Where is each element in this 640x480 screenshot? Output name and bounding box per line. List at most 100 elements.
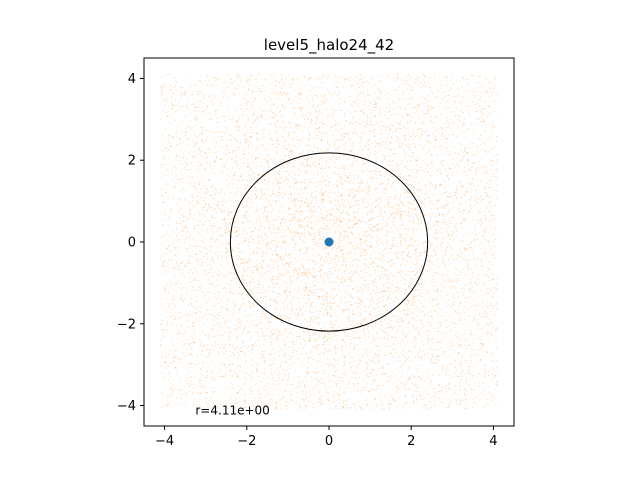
particle-point [351, 343, 353, 345]
particle-point [399, 201, 401, 203]
particle-point [298, 212, 300, 214]
particle-point [439, 332, 441, 334]
particle-point [353, 132, 355, 134]
particle-point [359, 219, 361, 221]
particle-point [320, 95, 322, 97]
particle-point [277, 160, 279, 163]
particle-point [367, 185, 370, 187]
particle-point [348, 214, 350, 216]
particle-point [275, 200, 278, 202]
particle-point [415, 286, 417, 288]
particle-point [431, 107, 433, 109]
particle-point [201, 111, 203, 113]
particle-point [255, 408, 257, 410]
particle-point [165, 249, 167, 251]
particle-point [242, 272, 244, 274]
particle-point [244, 303, 246, 306]
particle-point [279, 330, 281, 332]
particle-point [338, 380, 341, 382]
particle-point [446, 138, 448, 140]
particle-point [326, 247, 328, 249]
particle-point [280, 87, 282, 89]
particle-point [231, 375, 233, 377]
particle-point [210, 75, 212, 77]
particle-point [312, 319, 314, 321]
particle-point [274, 85, 276, 87]
particle-point [448, 94, 450, 96]
particle-point [431, 244, 433, 247]
particle-point [383, 285, 385, 287]
particle-point [410, 119, 412, 121]
particle-point [162, 195, 164, 197]
particle-point [197, 219, 199, 221]
particle-point [187, 353, 190, 355]
particle-point [396, 310, 398, 312]
particle-point [285, 225, 287, 227]
particle-point [226, 260, 228, 262]
particle-point [293, 168, 295, 170]
particle-point [353, 310, 355, 312]
particle-point [234, 95, 236, 97]
particle-point [322, 77, 324, 79]
particle-point [344, 261, 346, 263]
particle-point [458, 338, 460, 340]
particle-point [273, 312, 276, 315]
particle-point [388, 327, 390, 329]
particle-point [324, 297, 326, 299]
particle-point [192, 305, 194, 307]
particle-point [315, 372, 317, 374]
particle-point [223, 172, 225, 174]
particle-point [328, 253, 330, 255]
particle-point [386, 252, 388, 254]
particle-point [356, 373, 358, 375]
particle-point [239, 327, 241, 329]
particle-point [356, 131, 358, 133]
particle-point [437, 154, 439, 156]
particle-point [396, 227, 398, 229]
particle-point [253, 405, 255, 407]
particle-point [357, 308, 359, 310]
particle-point [263, 335, 265, 337]
particle-point [311, 378, 313, 380]
particle-point [468, 169, 470, 171]
particle-point [252, 170, 254, 172]
particle-point [461, 171, 463, 173]
particle-point [253, 174, 255, 176]
particle-point [454, 101, 456, 104]
particle-point [318, 126, 320, 128]
particle-point [199, 372, 202, 374]
particle-point [237, 391, 239, 393]
particle-point [230, 397, 232, 399]
particle-point [234, 217, 236, 219]
particle-point [278, 127, 280, 129]
particle-point [328, 246, 330, 248]
particle-point [478, 105, 480, 107]
particle-point [307, 165, 309, 167]
particle-point [230, 290, 232, 292]
particle-point [273, 190, 275, 192]
particle-point [302, 106, 304, 108]
particle-point [338, 173, 340, 175]
particle-point [492, 121, 494, 123]
particle-point [355, 286, 358, 288]
particle-point [332, 339, 334, 342]
particle-point [285, 361, 287, 363]
particle-point [218, 314, 220, 316]
particle-point [180, 199, 182, 201]
particle-point [322, 344, 324, 346]
particle-point [341, 277, 344, 279]
particle-point [377, 301, 379, 303]
particle-point [411, 89, 413, 91]
particle-point [448, 315, 450, 317]
particle-point [436, 169, 438, 172]
particle-point [238, 308, 240, 311]
particle-point [362, 86, 364, 88]
particle-point [213, 341, 215, 343]
particle-point [407, 292, 409, 294]
particle-point [320, 256, 323, 258]
particle-point [208, 313, 210, 315]
particle-point [206, 252, 208, 254]
particle-point [275, 85, 277, 87]
particle-point [172, 180, 174, 182]
particle-point [474, 103, 477, 105]
